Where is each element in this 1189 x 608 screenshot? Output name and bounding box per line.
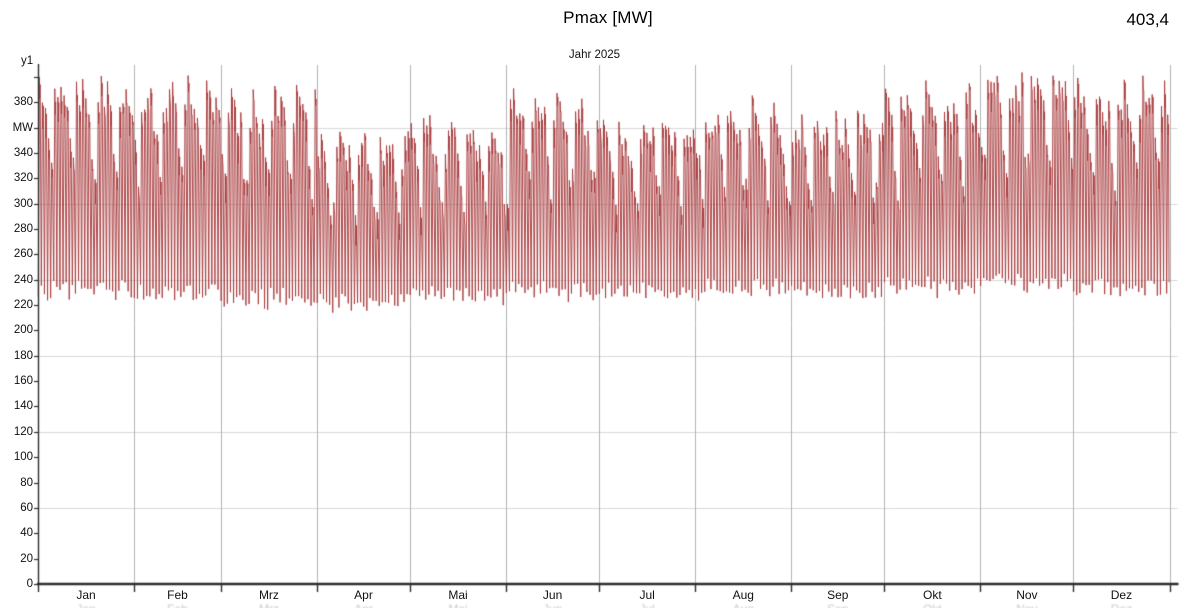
y-tick-label-20: 20 bbox=[20, 552, 33, 565]
ghost-month-label-jan: Jan bbox=[56, 603, 116, 608]
chart-title: Pmax [MW] bbox=[563, 8, 653, 27]
month-label-dez: Dez bbox=[1110, 588, 1133, 602]
y-tick-label-380: 380 bbox=[13, 96, 33, 109]
ghost-month-label-nov: Nov bbox=[997, 603, 1057, 608]
month-label-sep: Sep bbox=[827, 588, 849, 602]
ghost-month-label-mai: Mai bbox=[428, 603, 488, 608]
ghost-month-label-okt: Okt bbox=[902, 603, 962, 608]
y-tick-label-140: 140 bbox=[13, 400, 33, 413]
y-tick-label-320: 320 bbox=[13, 172, 33, 185]
month-label-mrz: Mrz bbox=[258, 588, 279, 602]
ghost-month-label-feb: Feb bbox=[148, 603, 208, 608]
month-label-mai: Mai bbox=[448, 588, 468, 602]
y-tick-label-240: 240 bbox=[13, 273, 33, 286]
month-label-apr: Apr bbox=[354, 588, 373, 602]
ghost-month-label-aug: Aug bbox=[713, 603, 773, 608]
y-tick-label-340: 340 bbox=[13, 146, 33, 159]
ghost-month-label-jul: Jul bbox=[617, 603, 677, 608]
y-tick-label-300: 300 bbox=[13, 197, 33, 210]
ghost-month-label-jun: Jun bbox=[523, 603, 583, 608]
y-tick-label-260: 260 bbox=[13, 248, 33, 261]
y-tick-label-200: 200 bbox=[13, 324, 33, 337]
max-value-readout: 403,4 bbox=[1126, 10, 1169, 29]
y-tick-label-80: 80 bbox=[20, 476, 33, 489]
y-tick-label-0: 0 bbox=[26, 578, 33, 590]
month-label-okt: Okt bbox=[923, 588, 942, 602]
chart-subtitle: Jahr 2025 bbox=[568, 49, 621, 61]
ghost-month-label-dez: Dez bbox=[1091, 603, 1151, 608]
ghost-month-label-mrz: Mrz bbox=[239, 603, 299, 608]
ghost-month-label-sep: Sep bbox=[808, 603, 868, 608]
y-tick-label-40: 40 bbox=[20, 527, 33, 540]
ghost-month-label-apr: Apr bbox=[334, 603, 394, 608]
month-label-nov: Nov bbox=[1016, 588, 1038, 602]
month-label-feb: Feb bbox=[167, 588, 188, 602]
y-tick-label-280: 280 bbox=[13, 222, 33, 235]
y-tick-label-180: 180 bbox=[13, 349, 33, 362]
month-label-jul: Jul bbox=[639, 588, 655, 602]
y-tick-label-60: 60 bbox=[20, 501, 33, 514]
y-axis-name-label: y1 bbox=[21, 55, 34, 67]
month-label-jan: Jan bbox=[76, 588, 96, 602]
y-tick-label-160: 160 bbox=[13, 375, 33, 388]
y-unit-label: MW bbox=[12, 121, 33, 134]
y-tick-label-220: 220 bbox=[13, 299, 33, 312]
y-tick-label-100: 100 bbox=[13, 451, 33, 464]
y-tick-label-120: 120 bbox=[13, 425, 33, 438]
month-label-jun: Jun bbox=[542, 588, 563, 602]
month-label-aug: Aug bbox=[732, 588, 754, 602]
